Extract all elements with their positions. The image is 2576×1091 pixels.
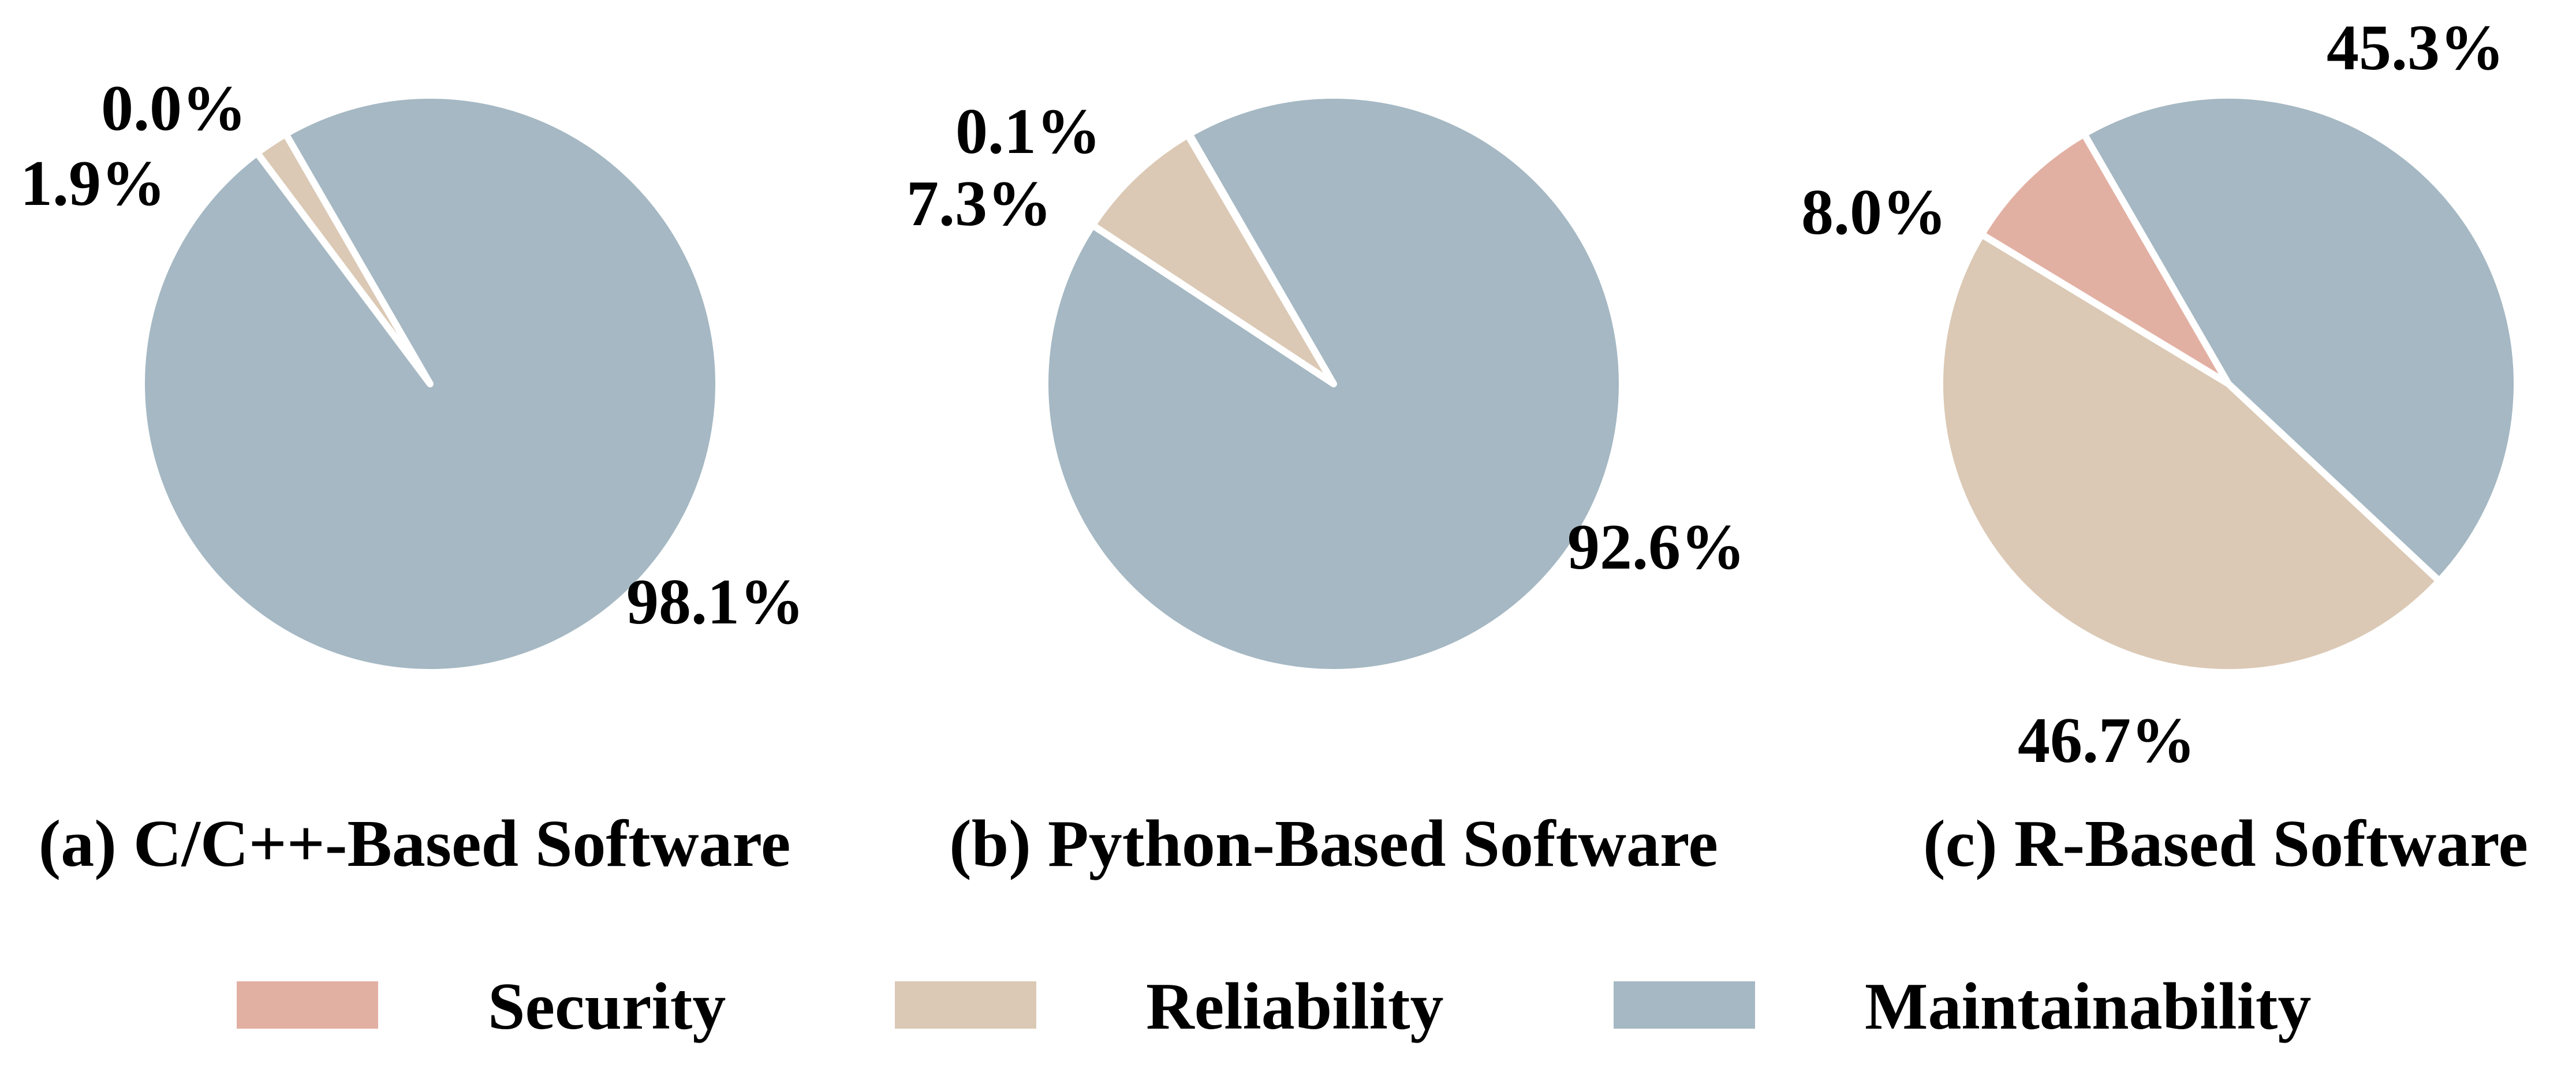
pie-a-caption: (a) C/C++-Based Software <box>39 807 791 881</box>
pie-charts: 0.0%1.9% 98.1% 0.1%7.3% 92.6% 8.0% 46.7% 45.3% <box>20 12 2521 776</box>
pie-a-slice-maintainability <box>138 92 722 676</box>
pie-b-slice-maintainability <box>1041 92 1626 676</box>
legend-label-security: Security <box>488 970 726 1044</box>
pie-b-caption: (b) Python-Based Software <box>949 807 1718 881</box>
pie-b-label-security: 0.1% <box>955 96 1101 167</box>
pie-a-label-maintainability: 98.1% <box>626 566 804 638</box>
pie-c-label-security: 8.0% <box>1801 177 1947 248</box>
pie-c-slice-reliability <box>1936 230 2443 676</box>
pie-c-slice-security <box>1978 130 2232 387</box>
legend-swatch-reliability <box>895 981 1036 1029</box>
pie-c-caption: (c) R-Based Software <box>1923 807 2528 881</box>
pie-b-slice-reliability <box>1089 131 1337 387</box>
pie-c-label-maintainability: 45.3% <box>2327 12 2504 84</box>
pie-b-label-reliability: 7.3% <box>906 168 1052 240</box>
pie-c-slice-maintainability <box>2081 92 2521 585</box>
pie-c: 8.0% 46.7% 45.3% <box>1801 12 2521 776</box>
pie-a-label-reliability: 1.9% <box>20 148 166 219</box>
pie-b-label-maintainability: 92.6% <box>1567 511 1745 583</box>
pie-c-label-reliability: 46.7% <box>2018 705 2196 776</box>
legend-swatch-security <box>237 981 378 1029</box>
pie-a: 0.0%1.9% 98.1% <box>20 73 804 676</box>
legend-swatch-maintainability <box>1614 981 1755 1029</box>
legend: Security Reliability Maintainability <box>237 970 2311 1044</box>
pie-a-label-security: 0.0% <box>101 73 247 144</box>
pie-b: 0.1%7.3% 92.6% <box>906 92 1745 676</box>
legend-label-reliability: Reliability <box>1146 970 1444 1044</box>
legend-label-maintainability: Maintainability <box>1865 970 2311 1044</box>
